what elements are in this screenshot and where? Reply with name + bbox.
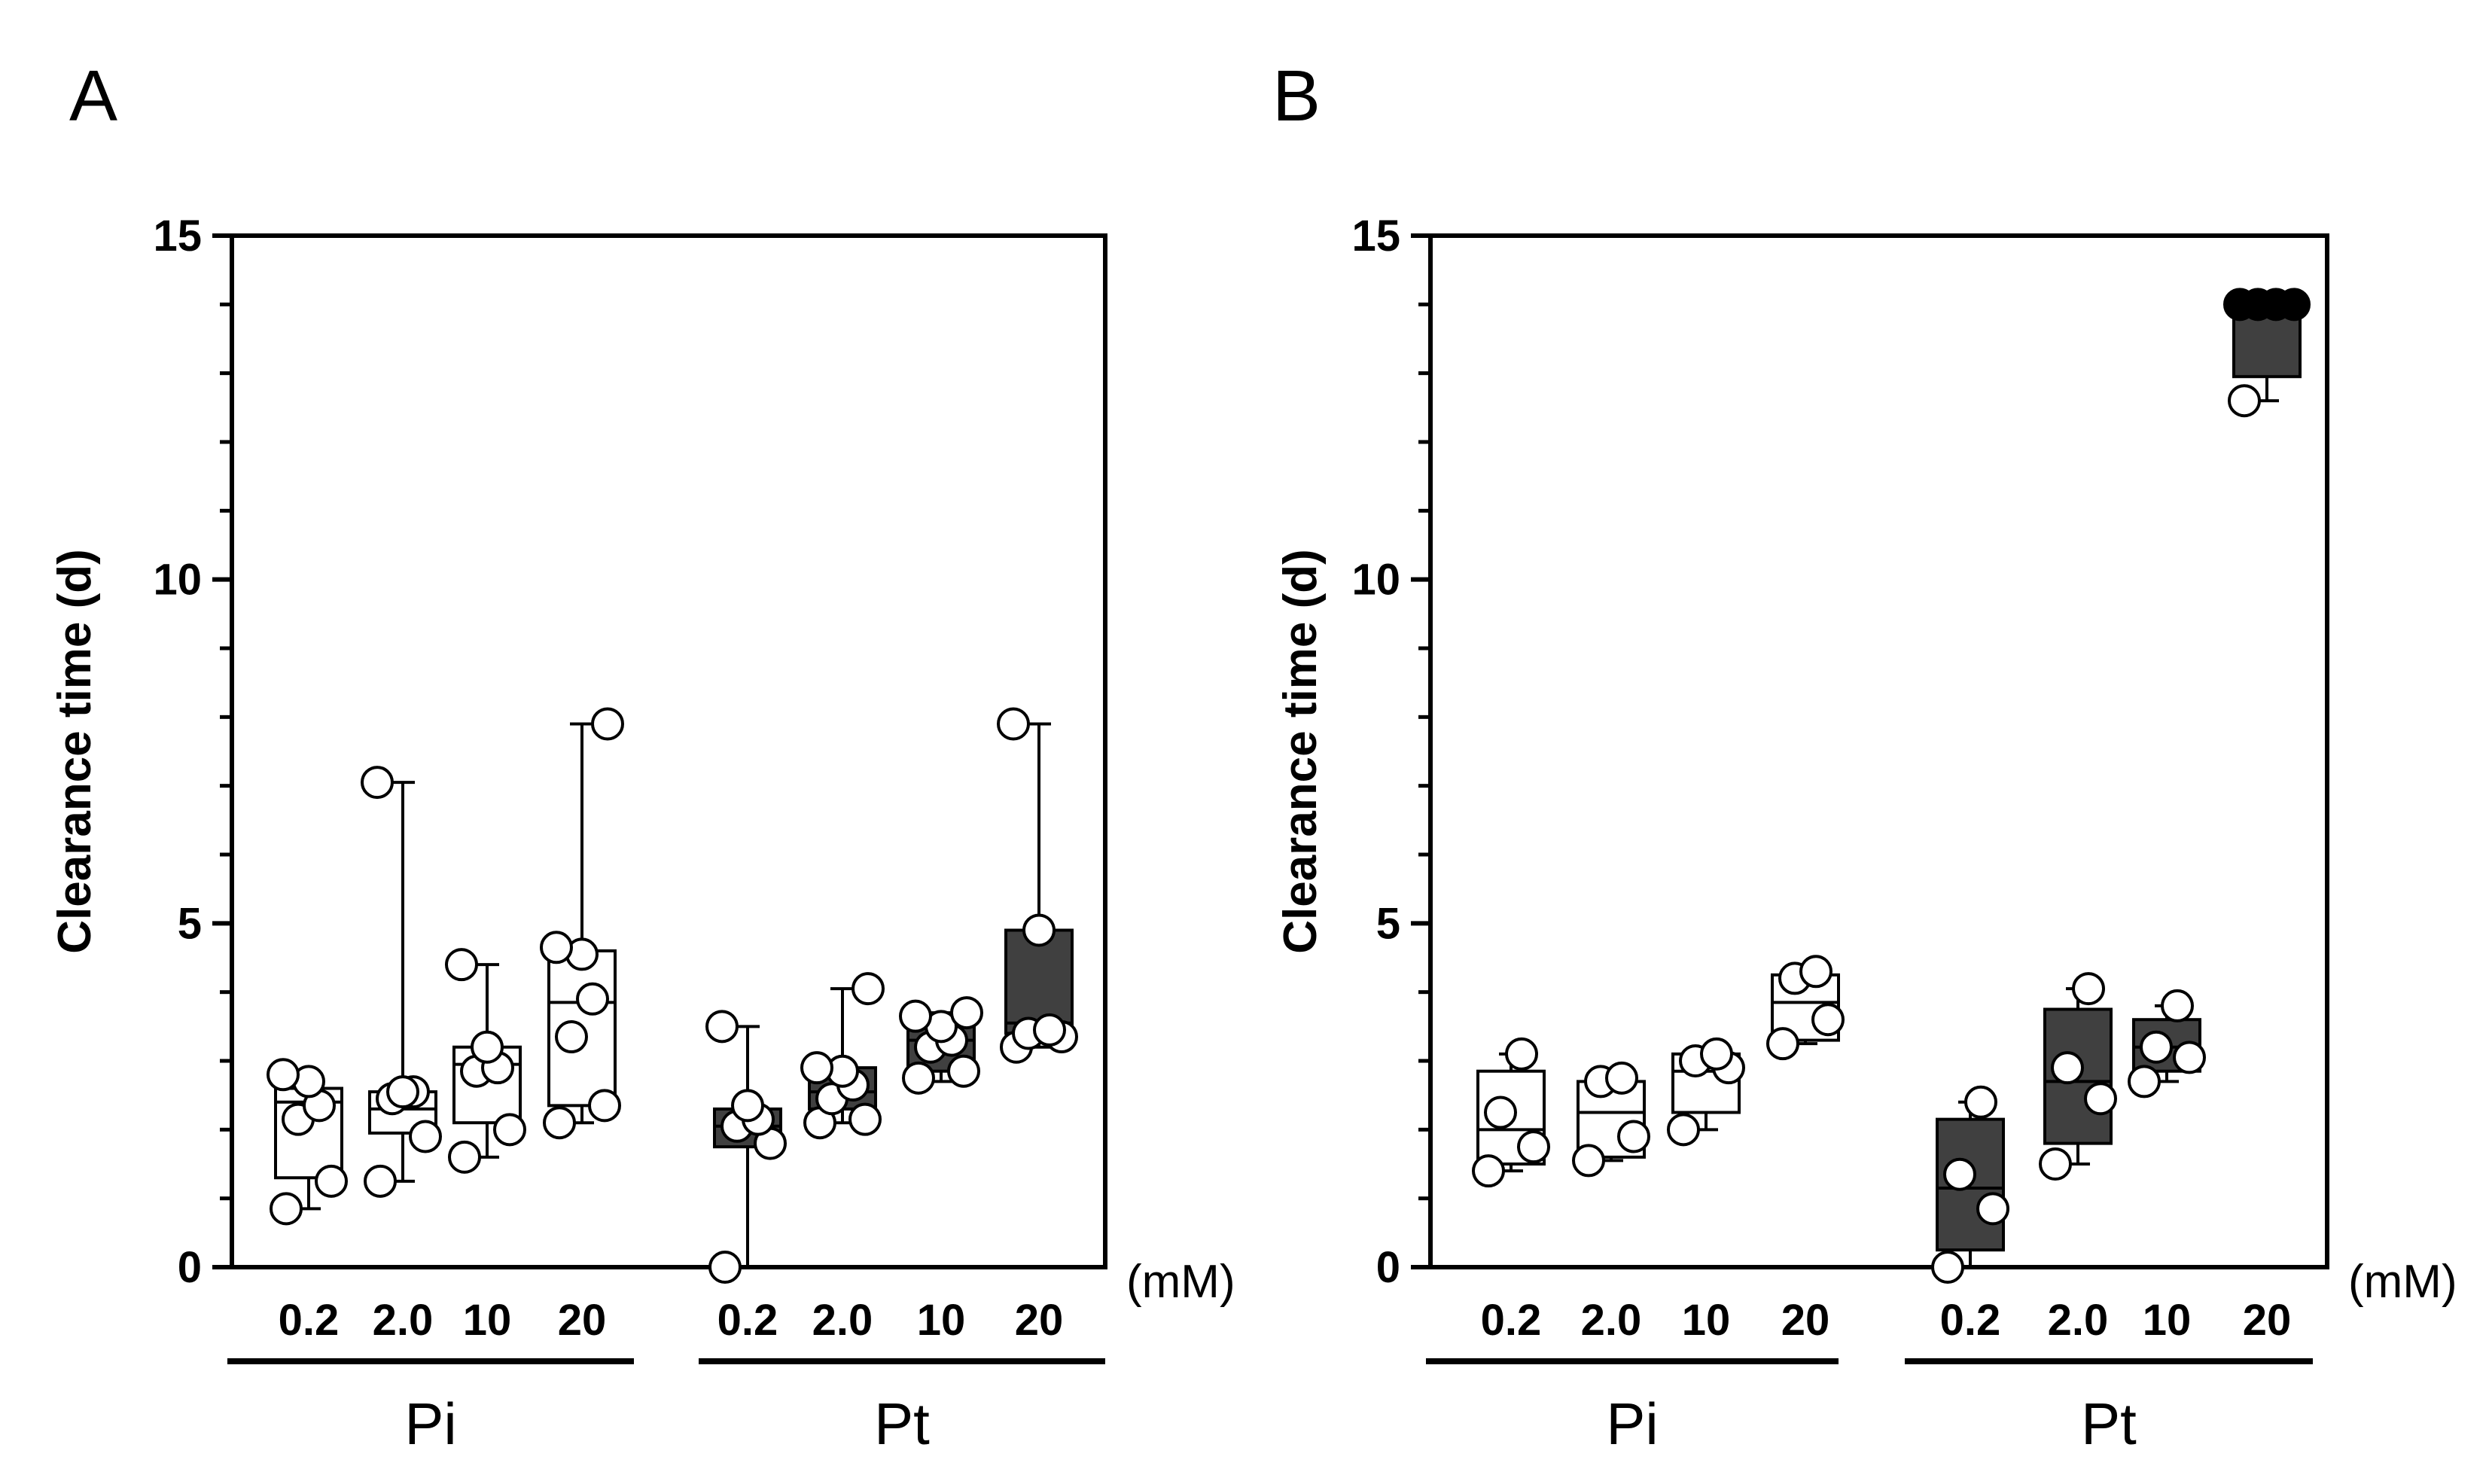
x-tick-label: 0.2	[279, 1296, 340, 1345]
data-point	[2140, 1030, 2173, 1064]
unit-label: (mM)	[2348, 1256, 2457, 1308]
data-point	[361, 766, 394, 800]
panel-a: A 0 5 10 15 Clearance time (d) (mM) Pi 0.2 2.0 10 2…	[49, 56, 1235, 1457]
data-point	[800, 1051, 833, 1085]
y-tick-label: 15	[1351, 212, 1400, 261]
data-point	[1976, 1192, 2009, 1226]
data-point	[947, 1054, 980, 1088]
y-axis-label: Clearance time (d)	[49, 549, 101, 954]
data-point	[1484, 1095, 1517, 1129]
group-label: Pi	[1606, 1391, 1658, 1457]
data-point	[576, 982, 609, 1016]
plot-frame	[1428, 233, 2329, 1269]
data-point	[1931, 1251, 1964, 1284]
data-point	[1811, 1003, 1845, 1037]
data-point	[364, 1164, 397, 1198]
data-point	[1472, 1154, 1505, 1188]
data-point	[1572, 1144, 1605, 1178]
x-tick-label: 0.2	[717, 1296, 778, 1345]
panel-letter: A	[69, 56, 117, 136]
x-tick-label: 2.0	[812, 1296, 873, 1345]
data-point	[1022, 913, 1056, 947]
data-point	[852, 972, 885, 1006]
data-point	[471, 1030, 504, 1064]
data-point	[409, 1120, 442, 1153]
y-tick-label: 5	[1376, 899, 1400, 948]
y-tick-label: 10	[153, 556, 202, 605]
x-tick-label: 2.0	[1581, 1296, 1642, 1345]
group-label: Pt	[874, 1391, 930, 1457]
data-point	[1617, 1120, 1650, 1153]
plot-frame	[230, 233, 1107, 1269]
data-point	[1517, 1130, 1550, 1164]
data-point	[386, 1075, 419, 1109]
data-point	[591, 707, 624, 741]
y-tick-label: 10	[1351, 556, 1400, 605]
data-point	[1943, 1157, 1976, 1191]
data-point	[2039, 1147, 2072, 1181]
data-point	[543, 1106, 576, 1140]
data-point	[2228, 384, 2261, 418]
data-point	[2084, 1082, 2117, 1116]
group-label: Pi	[404, 1391, 456, 1457]
y-tick-label: 5	[178, 899, 202, 948]
data-point	[2173, 1041, 2206, 1074]
data-point	[2128, 1065, 2161, 1099]
data-point	[540, 931, 573, 964]
panel-b: B 0 5 10 15 Clearance time (d) (mM) Pi 0.2 2.0 10 2…	[1272, 56, 2457, 1457]
data-point	[588, 1089, 621, 1123]
x-tick-label: 10	[463, 1296, 512, 1345]
data-point	[445, 948, 478, 982]
data-point	[1667, 1113, 1700, 1147]
data-point	[448, 1140, 481, 1174]
data-point	[950, 996, 983, 1030]
data-point	[1505, 1037, 1538, 1071]
data-point	[1033, 1013, 1066, 1047]
data-point	[848, 1102, 882, 1136]
x-tick-label: 20	[1015, 1296, 1064, 1345]
data-point	[2072, 972, 2105, 1006]
x-tick-label: 10	[2143, 1296, 2192, 1345]
data-point	[2161, 989, 2194, 1022]
panel-letter: B	[1272, 56, 1321, 136]
x-tick-label: 10	[1682, 1296, 1731, 1345]
x-tick-label: 20	[558, 1296, 607, 1345]
data-point	[902, 1061, 935, 1095]
data-point	[1700, 1037, 1733, 1071]
data-point	[555, 1020, 588, 1054]
y-tick-label: 0	[1376, 1243, 1400, 1292]
data-point	[315, 1164, 348, 1198]
y-tick-label: 15	[153, 212, 202, 261]
unit-label: (mM)	[1126, 1256, 1235, 1308]
data-point	[493, 1113, 526, 1147]
data-point	[997, 707, 1030, 741]
data-point	[1605, 1061, 1638, 1095]
x-tick-label: 0.2	[1481, 1296, 1542, 1345]
x-tick-label: 0.2	[1940, 1296, 2001, 1345]
x-tick-label: 10	[917, 1296, 966, 1345]
x-tick-label: 20	[1781, 1296, 1830, 1345]
data-point	[1766, 1027, 1799, 1061]
group-label: Pt	[2081, 1391, 2137, 1457]
data-point	[270, 1192, 303, 1226]
data-point	[2051, 1051, 2084, 1085]
x-tick-label: 2.0	[373, 1296, 434, 1345]
y-axis-label: Clearance time (d)	[1275, 549, 1327, 954]
y-tick-label: 0	[178, 1243, 202, 1292]
data-point	[1799, 955, 1832, 989]
data-point	[899, 999, 932, 1033]
data-point-filled	[2277, 288, 2311, 321]
data-point	[708, 1251, 742, 1284]
data-point	[267, 1058, 300, 1092]
x-tick-label: 20	[2243, 1296, 2292, 1345]
data-point	[705, 1010, 739, 1044]
data-point	[1964, 1085, 1997, 1119]
data-point	[731, 1089, 764, 1123]
x-tick-label: 2.0	[2048, 1296, 2109, 1345]
